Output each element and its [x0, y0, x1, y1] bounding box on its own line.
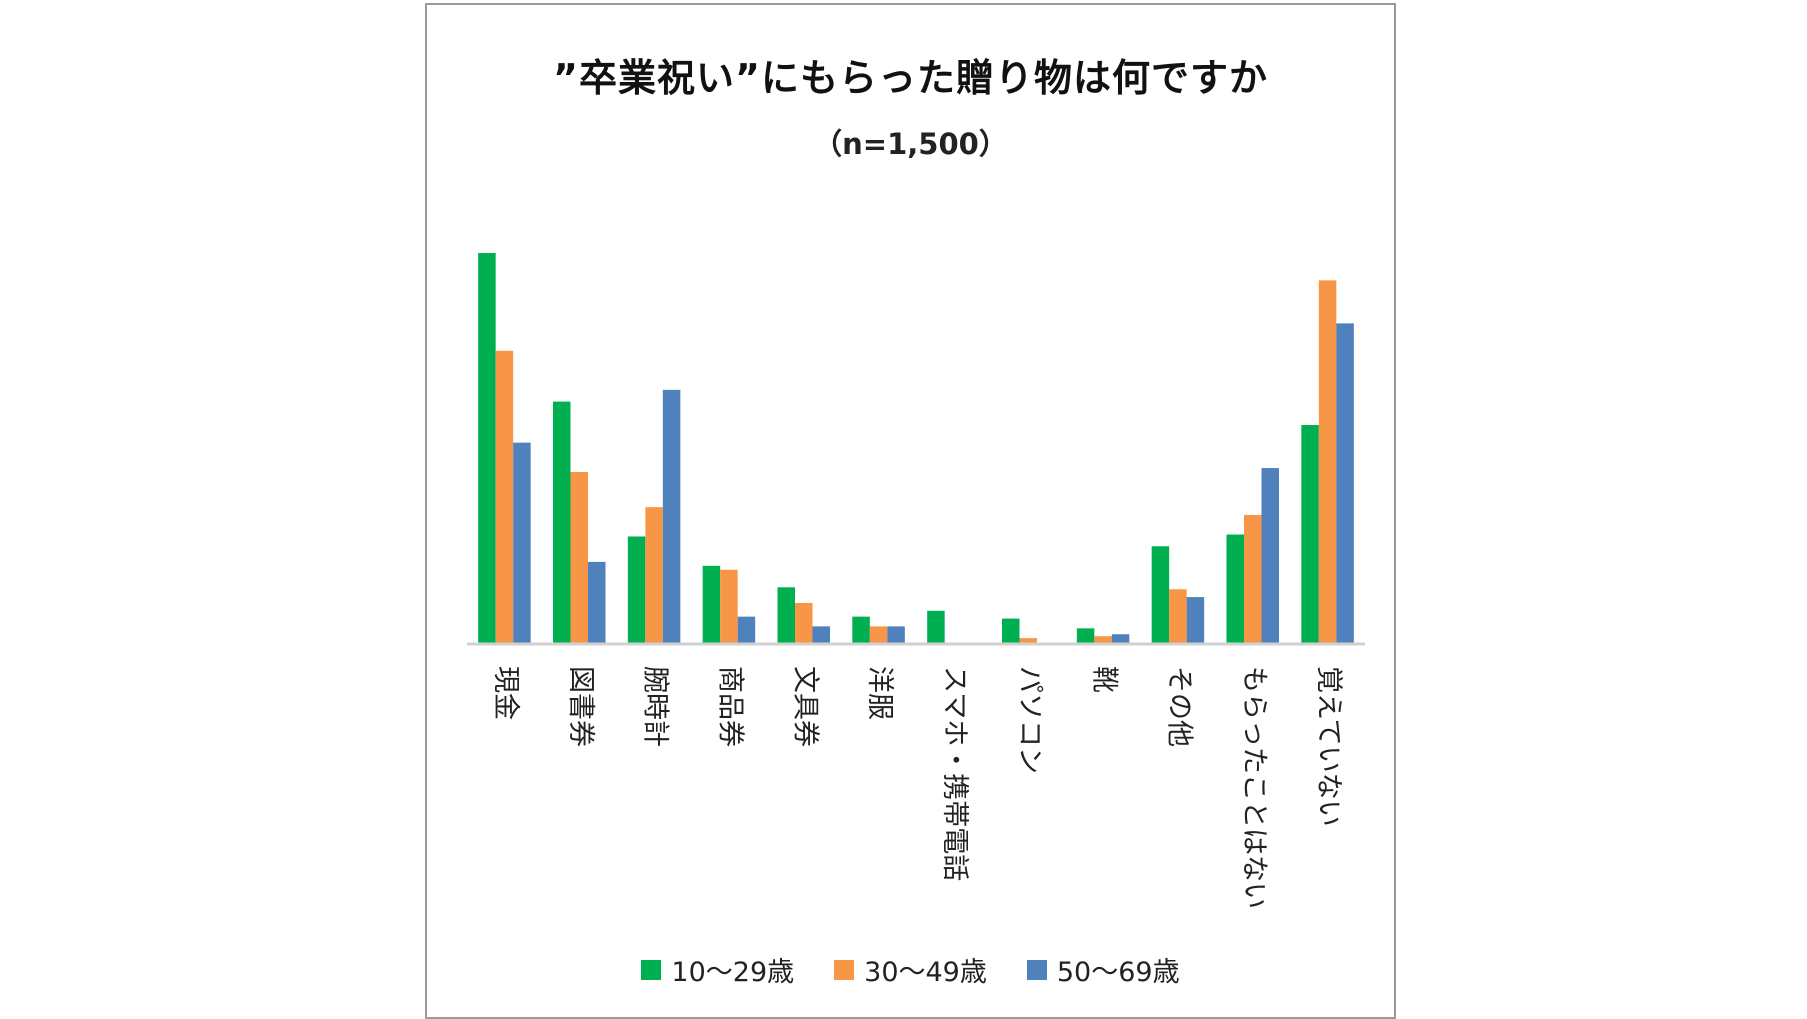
chart-frame: ”卒業祝い”にもらった贈り物は何ですか （n=1,500） 現金 図書券 腕時計 商品…	[425, 3, 1396, 1019]
bar-11-series-2	[1244, 514, 1262, 644]
legend-label-series-3: 50〜69歳	[1056, 957, 1180, 988]
bar-6-series-2	[869, 626, 888, 644]
legend: 10〜29歳 30〜49歳 50〜69歳	[427, 950, 1394, 989]
legend-swatch-series-2	[834, 959, 855, 980]
x-tick-label-7: スマホ・携帯電話	[939, 666, 970, 881]
bar-6-series-1	[852, 616, 870, 644]
x-tick-label-4: 商品券	[714, 666, 745, 747]
legend-label-series-1: 10〜29歳	[671, 957, 795, 988]
chart-title: ”卒業祝い”にもらった贈り物は何ですか	[553, 56, 1268, 100]
bar-4-series-2	[720, 569, 738, 644]
bar-2-series-3	[588, 561, 606, 644]
bar-3-series-2	[645, 507, 663, 644]
bar-3-series-3	[662, 389, 681, 644]
x-tick-label-9: 靴	[1089, 666, 1120, 693]
bars-group	[478, 253, 1354, 645]
bar-1-series-3	[513, 442, 531, 644]
bar-10-series-3	[1186, 597, 1205, 644]
chart-subtitle: （n=1,500）	[813, 127, 1008, 161]
bar-10-series-2	[1169, 589, 1187, 644]
x-tick-labels: 現金 図書券 腕時計 商品券 文具券 洋服 スマホ・携帯電話 パソコン 靴 その他 もらったことはな…	[490, 666, 1344, 909]
legend-swatch-series-3	[1026, 959, 1047, 980]
legend-label-series-2: 30〜49歳	[864, 957, 987, 988]
x-tick-label-10: その他	[1163, 666, 1194, 747]
x-tick-label-12: 覚えていない	[1313, 666, 1344, 827]
legend-swatch-series-1	[641, 959, 662, 980]
bar-3-series-1	[627, 536, 646, 645]
bar-12-series-3	[1336, 323, 1354, 644]
bar-2-series-1	[553, 401, 571, 644]
plot-area: 現金 図書券 腕時計 商品券 文具券 洋服 スマホ・携帯電話 パソコン 靴 その他 もらったことはな…	[467, 253, 1365, 909]
bar-7-series-1	[927, 610, 945, 644]
bar-4-series-1	[702, 565, 721, 644]
x-tick-label-2: 図書券	[565, 666, 596, 747]
x-tick-label-8: パソコン	[1014, 666, 1045, 774]
x-tick-label-5: 文具券	[789, 666, 820, 747]
bar-8-series-2	[1019, 638, 1037, 644]
bar-2-series-2	[570, 471, 588, 644]
bar-11-series-1	[1226, 534, 1244, 644]
x-tick-label-3: 腕時計	[640, 666, 671, 747]
x-tick-label-11: もらったことはない	[1238, 666, 1269, 909]
bar-9-series-3	[1111, 634, 1130, 645]
bar-8-series-1	[1002, 618, 1020, 644]
bar-6-series-3	[887, 626, 905, 644]
bar-9-series-2	[1094, 636, 1112, 644]
bar-4-series-3	[737, 616, 756, 644]
bar-1-series-1	[478, 253, 496, 644]
bar-10-series-1	[1151, 546, 1170, 644]
bar-1-series-2	[495, 350, 514, 644]
bar-11-series-3	[1261, 468, 1279, 644]
bar-12-series-2	[1318, 280, 1337, 644]
legend-item-series-3: 50〜69歳	[1026, 950, 1180, 989]
bar-9-series-1	[1076, 628, 1095, 644]
legend-item-series-2: 30〜49歳	[834, 950, 987, 989]
x-tick-label-1: 現金	[490, 666, 521, 720]
legend-item-series-1: 10〜29歳	[641, 950, 794, 989]
bar-5-series-2	[795, 602, 813, 644]
bar-5-series-1	[777, 587, 795, 644]
x-tick-label-6: 洋服	[864, 666, 895, 720]
bar-12-series-1	[1301, 425, 1319, 644]
bar-5-series-3	[812, 626, 830, 644]
